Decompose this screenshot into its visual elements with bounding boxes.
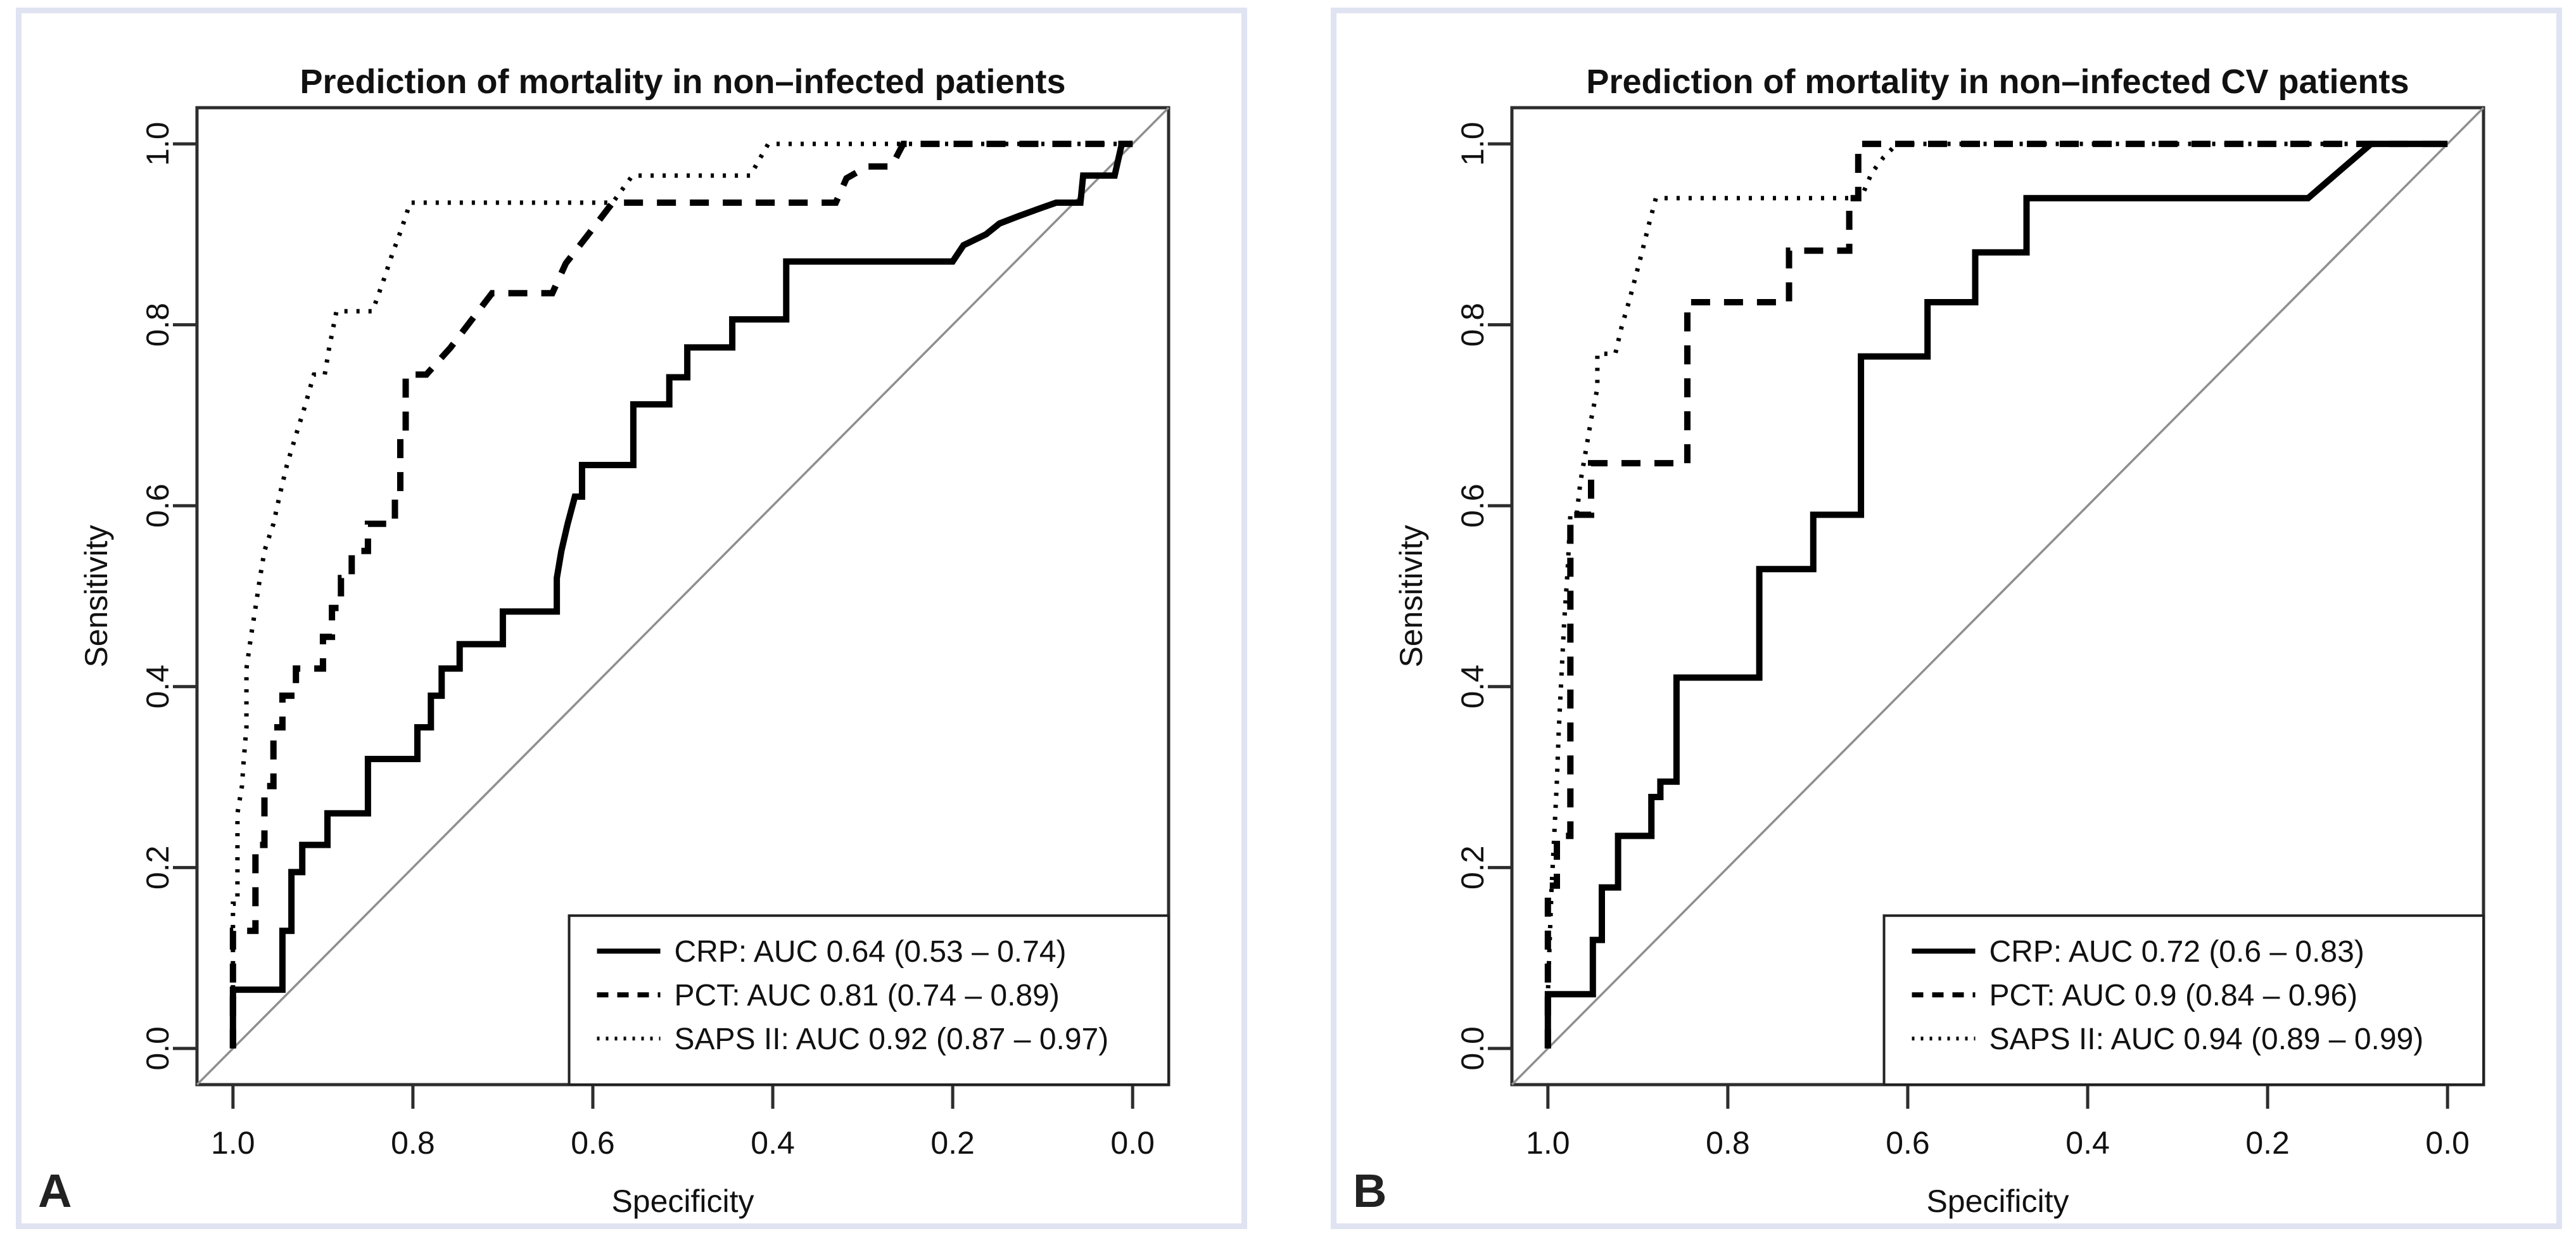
legend-label-saps-ii: SAPS II: AUC 0.92 (0.87 – 0.97) xyxy=(675,1023,1109,1056)
x-tick-label: 0.0 xyxy=(1110,1125,1155,1161)
y-axis-title: Sensitivity xyxy=(1393,525,1429,667)
y-tick-label: 0.0 xyxy=(140,1026,175,1071)
y-tick-label: 0.6 xyxy=(1455,483,1490,528)
legend-label-saps-ii: SAPS II: AUC 0.94 (0.89 – 0.99) xyxy=(1989,1023,2424,1056)
roc-curve-pct xyxy=(1544,141,2448,1049)
y-tick-label: 0.8 xyxy=(1455,303,1490,347)
y-tick-label: 0.2 xyxy=(1455,846,1490,890)
roc-chart-a: Prediction of mortality in non–infected … xyxy=(79,63,1171,1219)
y-tick-label: 0.8 xyxy=(140,303,175,347)
y-tick-label: 0.4 xyxy=(140,665,175,709)
x-tick-label: 0.4 xyxy=(751,1125,795,1161)
panel-a: Prediction of mortality in non–infected … xyxy=(16,8,1247,1229)
legend-label-pct: PCT: AUC 0.9 (0.84 – 0.96) xyxy=(1989,979,2358,1012)
x-tick-label: 0.6 xyxy=(571,1125,615,1161)
y-tick-label: 1.0 xyxy=(140,122,175,166)
x-tick-label: 0.2 xyxy=(2245,1125,2290,1161)
chart-title: Prediction of mortality in non–infected … xyxy=(1586,63,2409,101)
y-tick-label: 1.0 xyxy=(1455,122,1490,166)
y-tick-label: 0.0 xyxy=(1455,1026,1490,1071)
roc-curve-crp xyxy=(1544,141,2448,1049)
panel-a-letter: A xyxy=(38,1164,72,1217)
y-tick-label: 0.4 xyxy=(1455,665,1490,709)
legend-label-crp: CRP: AUC 0.72 (0.6 – 0.83) xyxy=(1989,935,2364,969)
legend-box xyxy=(1882,914,2485,1086)
legend-label-crp: CRP: AUC 0.64 (0.53 – 0.74) xyxy=(675,935,1067,969)
x-tick-label: 0.2 xyxy=(930,1125,975,1161)
roc-curve-crp xyxy=(229,141,1133,1049)
x-axis-title: Specificity xyxy=(1926,1183,2069,1219)
y-tick-label: 0.2 xyxy=(140,846,175,890)
panel-b: Prediction of mortality in non–infected … xyxy=(1331,8,2562,1229)
roc-chart-b: Prediction of mortality in non–infected … xyxy=(1393,63,2485,1219)
x-tick-label: 1.0 xyxy=(211,1125,255,1161)
y-tick-label: 0.6 xyxy=(140,483,175,528)
legend-label-pct: PCT: AUC 0.81 (0.74 – 0.89) xyxy=(675,979,1060,1012)
diagonal-reference-line xyxy=(1511,106,2485,1086)
x-tick-label: 0.0 xyxy=(2425,1125,2470,1161)
panel-b-letter: B xyxy=(1353,1164,1387,1217)
x-tick-label: 0.8 xyxy=(1706,1125,1750,1161)
x-axis-title: Specificity xyxy=(611,1183,754,1219)
x-tick-label: 0.8 xyxy=(391,1125,435,1161)
legend-box xyxy=(568,914,1170,1086)
diagonal-reference-line xyxy=(196,106,1170,1086)
x-tick-label: 1.0 xyxy=(1526,1125,1570,1161)
x-tick-label: 0.6 xyxy=(1886,1125,1930,1161)
x-tick-label: 0.4 xyxy=(2065,1125,2110,1161)
y-axis-title: Sensitivity xyxy=(79,525,114,667)
chart-title: Prediction of mortality in non–infected … xyxy=(300,63,1065,101)
